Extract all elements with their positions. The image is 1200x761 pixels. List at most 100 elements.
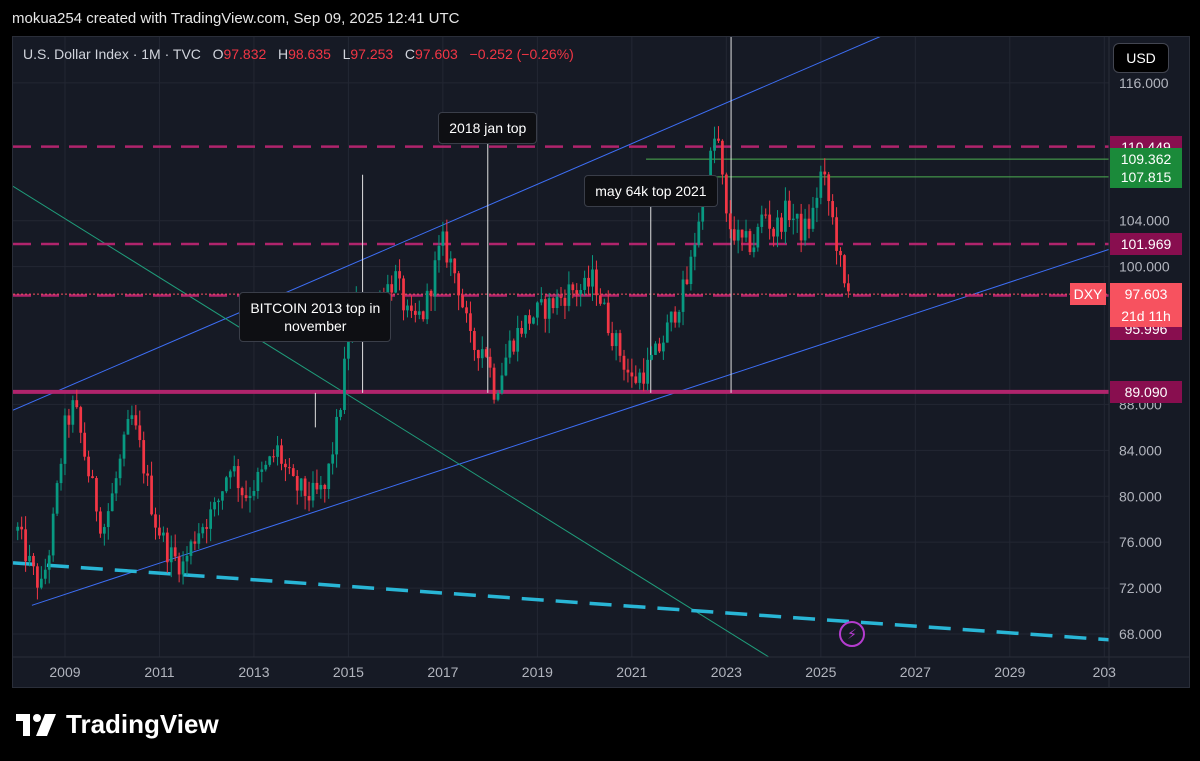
candle-body	[634, 376, 638, 383]
candle-body	[256, 471, 260, 492]
candle-body	[563, 297, 567, 306]
candle-body	[236, 466, 240, 489]
tradingview-brand: TradingView	[14, 706, 219, 742]
candle-body	[622, 355, 626, 370]
candle-body	[512, 340, 516, 352]
candle-body	[63, 415, 67, 464]
candle-body	[16, 526, 20, 531]
candle-body	[122, 434, 126, 459]
candle-body	[847, 283, 850, 292]
candle-body	[835, 217, 838, 251]
tradingview-logo-icon	[16, 714, 56, 736]
annotation-callout[interactable]: BITCOIN 2013 top in november	[239, 292, 392, 343]
candle-body	[799, 213, 803, 241]
candle-body	[347, 339, 350, 359]
candle-body	[244, 495, 248, 498]
flash-icon[interactable]: ⚡	[839, 621, 865, 647]
current-price-tag: 97.603	[1110, 283, 1182, 306]
candle-body	[626, 369, 630, 373]
candle-body	[75, 400, 79, 408]
time-tick-label: 2027	[900, 664, 931, 680]
candle-body	[165, 532, 169, 563]
candle-body	[681, 279, 685, 312]
legend-symbol: U.S. Dollar Index · 1M · TVC	[23, 46, 201, 62]
candle-body	[335, 416, 338, 455]
candle-body	[433, 260, 437, 297]
candle-body	[488, 356, 492, 368]
candle-body	[768, 214, 772, 229]
candle-body	[591, 269, 594, 287]
candle-body	[213, 502, 216, 510]
candle-body	[717, 138, 720, 141]
candle-body	[87, 456, 90, 477]
candle-body	[413, 310, 417, 315]
candle-body	[831, 201, 835, 218]
candle-body	[193, 541, 197, 544]
chart-panel[interactable]: 116.000 104.000 100.000 88.000 84.000 80.000 7…	[12, 36, 1190, 688]
candle-body	[803, 218, 807, 241]
time-tick-label: 2019	[522, 664, 553, 680]
candle-body	[201, 527, 205, 534]
time-tick-label: 2029	[994, 664, 1025, 680]
annotation-callout[interactable]: 2018 jan top	[438, 111, 538, 144]
price-tick-label: 80.000	[1119, 488, 1162, 504]
candle-body	[134, 415, 138, 426]
brand-name: TradingView	[66, 708, 219, 739]
candle-body	[24, 529, 27, 562]
trendlines	[13, 37, 1110, 658]
candle-body	[811, 207, 815, 229]
chart-canvas[interactable]: 116.000104.000100.00088.00084.00080.0007…	[13, 37, 1189, 687]
candle-body	[110, 493, 114, 512]
candle-body	[398, 271, 401, 279]
time-tick-label: 203	[1093, 664, 1117, 680]
candle-body	[756, 226, 760, 248]
candle-body	[118, 458, 122, 479]
candle-body	[402, 278, 405, 311]
candle-body	[492, 367, 496, 400]
symbol-tag: DXY	[1070, 283, 1106, 306]
time-tick-label: 2025	[805, 664, 836, 680]
candle-body	[787, 200, 791, 221]
green-level-price-tag: 109.362	[1110, 148, 1182, 171]
annotation-callout[interactable]: may 64k top 2021	[584, 174, 718, 207]
candle-body	[823, 171, 827, 175]
price-tick-label: 100.000	[1119, 259, 1170, 275]
legend-low: 97.253	[350, 46, 394, 62]
candle-body	[71, 400, 75, 425]
candle-body	[685, 279, 689, 284]
candle-body	[815, 197, 819, 208]
candle-body	[142, 440, 146, 474]
price-tick-label: 116.000	[1119, 75, 1169, 91]
candle-body	[709, 150, 712, 191]
candle-body	[752, 247, 756, 253]
candle-body	[154, 514, 157, 528]
candle-body	[791, 218, 795, 221]
candle-body	[59, 463, 63, 484]
candle-body	[138, 425, 142, 441]
time-tick-label: 2021	[616, 664, 647, 680]
green-level-price-tag: 107.815	[1110, 165, 1182, 188]
candle-body	[205, 527, 209, 529]
candle-body	[665, 322, 669, 343]
candle-body	[571, 284, 575, 291]
candle-body	[410, 305, 413, 311]
legend-high-label: H	[277, 46, 289, 62]
legend-open: 97.832	[223, 46, 267, 62]
candle-body	[36, 566, 39, 588]
currency-button[interactable]: USD	[1113, 43, 1169, 73]
candle-body	[598, 295, 602, 304]
candle-body	[713, 138, 716, 151]
candle-body	[559, 296, 563, 298]
candle-body	[162, 532, 165, 536]
candle-body	[32, 555, 35, 567]
candle-body	[480, 349, 484, 359]
candle-body	[150, 475, 153, 515]
legend-close: 97.603	[415, 46, 458, 62]
candle-body	[776, 217, 779, 237]
candle-body	[106, 511, 110, 528]
candle-body	[551, 298, 555, 309]
candle-body	[425, 290, 429, 320]
candle-body	[453, 258, 457, 274]
attribution-header: mokua254 created with TradingView.com, S…	[12, 10, 460, 27]
candle-body	[39, 578, 43, 588]
